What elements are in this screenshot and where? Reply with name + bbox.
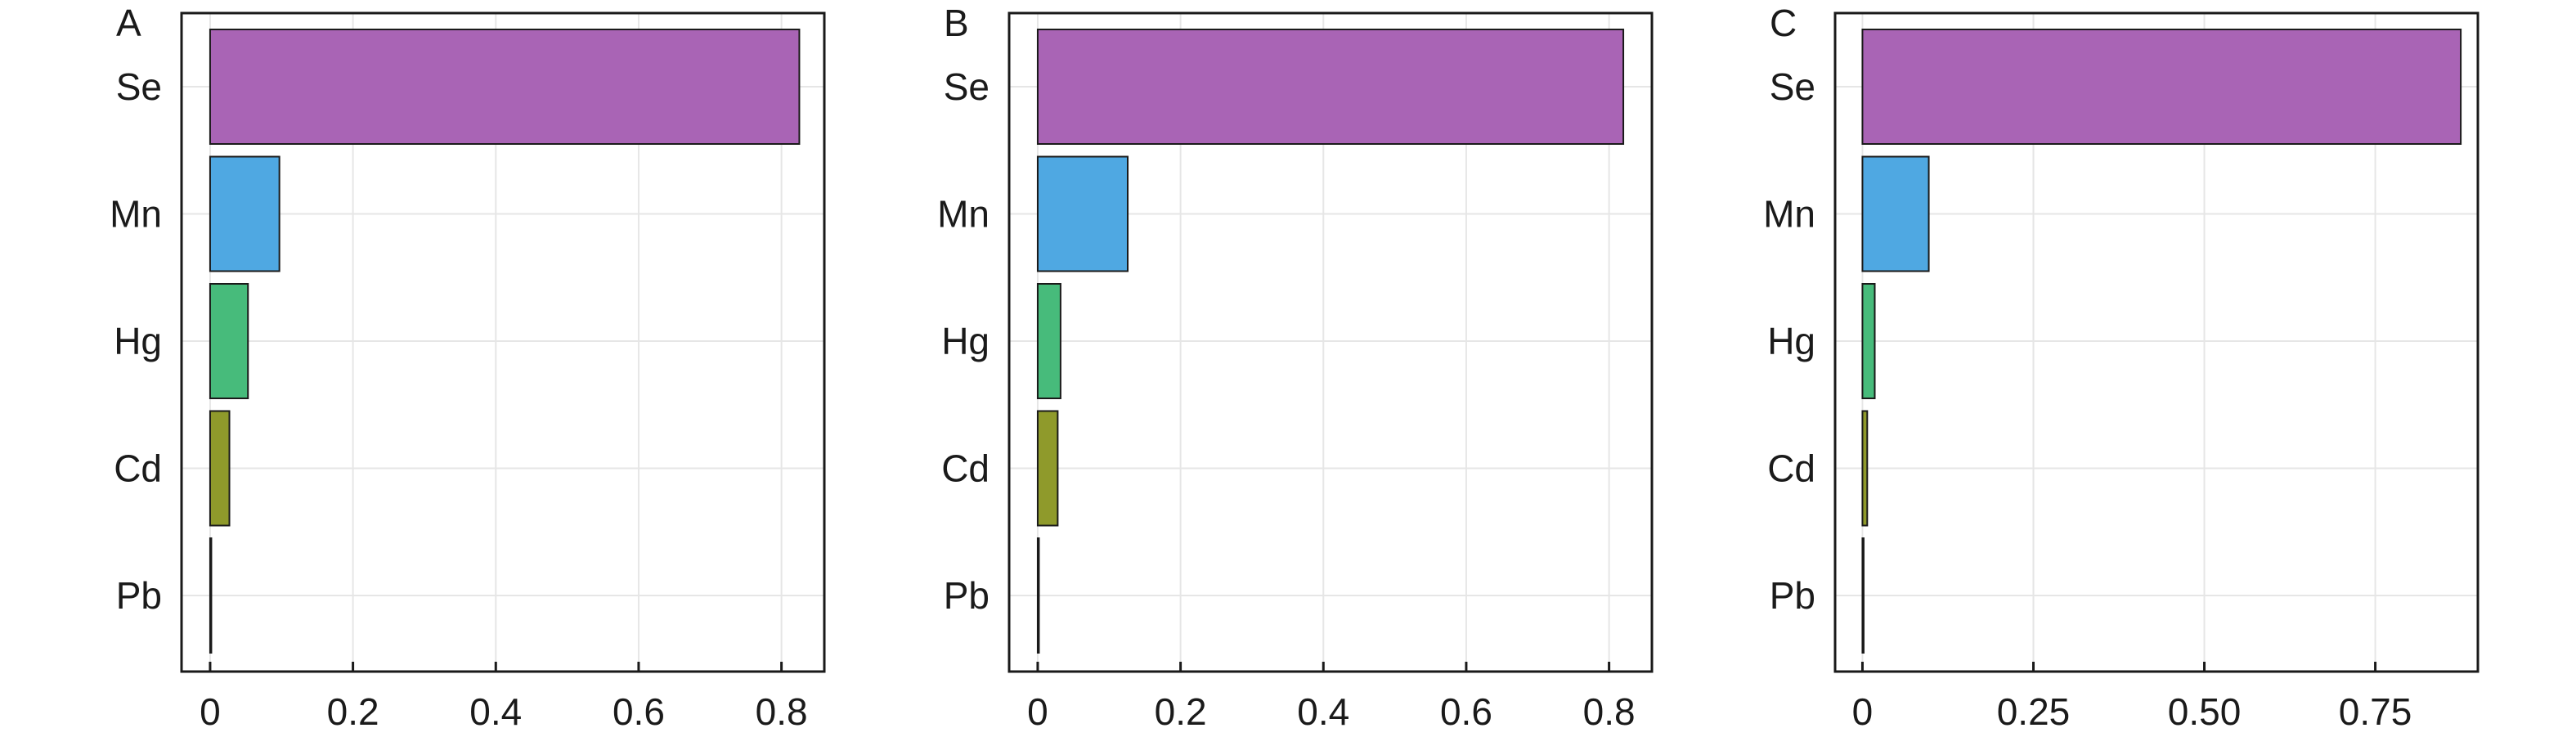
- x-tick-label: 0.4: [469, 690, 522, 733]
- panel-label: B: [944, 2, 969, 44]
- panel-label: A: [116, 2, 141, 44]
- plot-frame: [1008, 11, 1654, 673]
- y-category-label: Mn: [110, 193, 162, 236]
- bar-mn: [1861, 155, 1930, 272]
- bar-se: [1861, 29, 2462, 145]
- y-category-label: Cd: [941, 447, 990, 490]
- x-tick-label: 0.25: [1997, 690, 2071, 733]
- x-tick-label: 0.8: [1583, 690, 1636, 733]
- bar-hg: [209, 283, 249, 399]
- x-tick-label: 0.6: [1440, 690, 1492, 733]
- bar-hg: [1861, 283, 1876, 399]
- x-tick-label: 0.6: [613, 690, 665, 733]
- x-tick-label: 0.2: [1155, 690, 1207, 733]
- y-category-label: Hg: [941, 320, 990, 362]
- bar-pb: [1036, 537, 1040, 654]
- plot-frame: [1833, 11, 2480, 673]
- y-category-label: Se: [944, 65, 990, 108]
- y-category-label: Pb: [116, 574, 162, 617]
- panel-label: C: [1770, 2, 1797, 44]
- x-tick-label: 0: [1852, 690, 1874, 733]
- x-tick-label: 0.2: [327, 690, 379, 733]
- bar-se: [1036, 29, 1625, 145]
- bar-hg: [1036, 283, 1061, 399]
- bar-mn: [209, 155, 280, 272]
- bar-cd: [1036, 410, 1059, 527]
- x-tick-label: 0.8: [756, 690, 808, 733]
- y-category-label: Mn: [1763, 193, 1815, 236]
- y-category-label: Hg: [1767, 320, 1815, 362]
- y-category-label: Se: [116, 65, 162, 108]
- bar-cd: [1861, 410, 1869, 527]
- x-tick-label: 0.50: [2168, 690, 2242, 733]
- y-category-label: Se: [1770, 65, 1815, 108]
- bar-pb: [1861, 537, 1865, 654]
- y-category-label: Mn: [937, 193, 990, 236]
- bar-mn: [1036, 155, 1129, 272]
- chart-panel-a: 0 0.2 0.4 0.6 0.8 Se Mn Hg Cd Pb A: [110, 2, 826, 733]
- x-tick-label: 0: [200, 690, 221, 733]
- y-category-label: Pb: [1770, 574, 1815, 617]
- chart-panel-b: 0 0.2 0.4 0.6 0.8 Se Mn Hg Cd Pb B: [937, 2, 1654, 733]
- x-tick-label: 0.75: [2339, 690, 2412, 733]
- x-tick-label: 0.4: [1297, 690, 1349, 733]
- x-tick-label: 0: [1027, 690, 1048, 733]
- y-category-label: Cd: [1767, 447, 1815, 490]
- y-category-label: Hg: [114, 320, 162, 362]
- y-category-label: Cd: [114, 447, 162, 490]
- chart-panel-c: 0 0.25 0.50 0.75 Se Mn Hg Cd Pb C: [1763, 2, 2480, 733]
- bar-cd: [209, 410, 231, 527]
- bar-pb: [209, 537, 213, 654]
- plot-frame: [180, 11, 826, 673]
- bar-se: [209, 29, 801, 145]
- y-category-label: Pb: [944, 574, 990, 617]
